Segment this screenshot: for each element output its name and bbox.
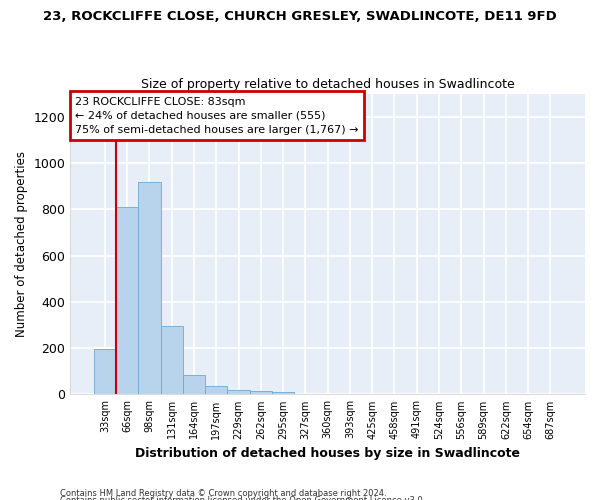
Text: 23 ROCKCLIFFE CLOSE: 83sqm
← 24% of detached houses are smaller (555)
75% of sem: 23 ROCKCLIFFE CLOSE: 83sqm ← 24% of deta… <box>76 96 359 134</box>
Y-axis label: Number of detached properties: Number of detached properties <box>15 151 28 337</box>
Text: Contains HM Land Registry data © Crown copyright and database right 2024.: Contains HM Land Registry data © Crown c… <box>60 488 386 498</box>
Text: 23, ROCKCLIFFE CLOSE, CHURCH GRESLEY, SWADLINCOTE, DE11 9FD: 23, ROCKCLIFFE CLOSE, CHURCH GRESLEY, SW… <box>43 10 557 23</box>
X-axis label: Distribution of detached houses by size in Swadlincote: Distribution of detached houses by size … <box>135 447 520 460</box>
Bar <box>205 386 227 394</box>
Text: Contains public sector information licensed under the Open Government Licence v3: Contains public sector information licen… <box>60 496 425 500</box>
Bar <box>161 326 183 394</box>
Bar <box>183 375 205 394</box>
Title: Size of property relative to detached houses in Swadlincote: Size of property relative to detached ho… <box>141 78 515 91</box>
Bar <box>94 350 116 395</box>
Bar <box>272 392 294 394</box>
Bar <box>250 391 272 394</box>
Bar <box>138 182 161 394</box>
Bar <box>227 390 250 394</box>
Bar <box>116 207 138 394</box>
